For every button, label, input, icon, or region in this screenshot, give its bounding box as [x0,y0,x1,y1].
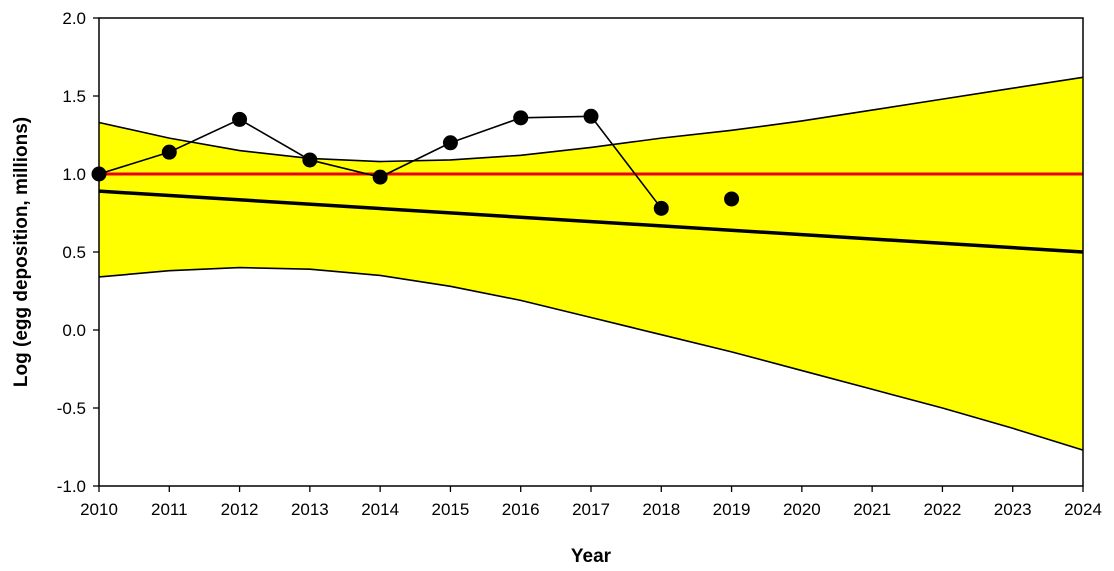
x-tick-label: 2022 [924,500,962,519]
y-tick-label: 1.0 [62,165,86,184]
x-tick-label: 2014 [361,500,399,519]
x-tick-label: 2011 [151,500,188,519]
data-point-2015 [442,135,458,151]
x-tick-label: 2023 [994,500,1032,519]
y-axis-title: Log (egg deposition, millions) [11,117,32,387]
data-point-2013 [302,152,318,168]
data-point-2016 [513,110,529,126]
observed-series-layer [91,108,740,216]
band-area [99,77,1083,451]
y-tick-label: -0.5 [57,399,86,418]
y-axis: -1.0 -0.5 0.0 0.5 1.0 1.5 2.0 [57,9,99,496]
data-point-2014 [372,169,388,185]
x-tick-label: 2012 [221,500,259,519]
confidence-band [98,76,1084,451]
y-tick-label: 1.5 [62,87,86,106]
x-tick-label: 2015 [432,500,470,519]
x-tick-label: 2019 [713,500,751,519]
trend-line [98,189,1084,254]
x-tick-label: 2010 [80,500,118,519]
x-tick-label: 2013 [291,500,329,519]
x-axis: 2010 2011 2012 2013 2014 2015 2016 2017 2018 2019… [80,486,1102,519]
x-tick-label: 2018 [642,500,680,519]
data-point-2012 [232,111,248,127]
x-tick-label: 2017 [572,500,610,519]
y-tick-label: 0.5 [62,243,86,262]
x-tick-label: 2024 [1064,500,1102,519]
data-point-2018 [653,200,669,216]
x-axis-title: Year [571,546,612,567]
y-tick-label: -1.0 [57,477,86,496]
data-point-2019 [724,191,740,207]
x-tick-label: 2016 [502,500,540,519]
data-point-2011 [161,144,177,160]
x-tick-label: 2021 [853,500,891,519]
y-tick-label: 2.0 [62,9,86,28]
data-point-2017 [583,108,599,124]
y-tick-label: 0.0 [62,321,86,340]
band-lower-line [98,266,1084,451]
trend-line-layer [98,189,1084,254]
band-upper-line [98,76,1084,163]
x-tick-label: 2020 [783,500,821,519]
